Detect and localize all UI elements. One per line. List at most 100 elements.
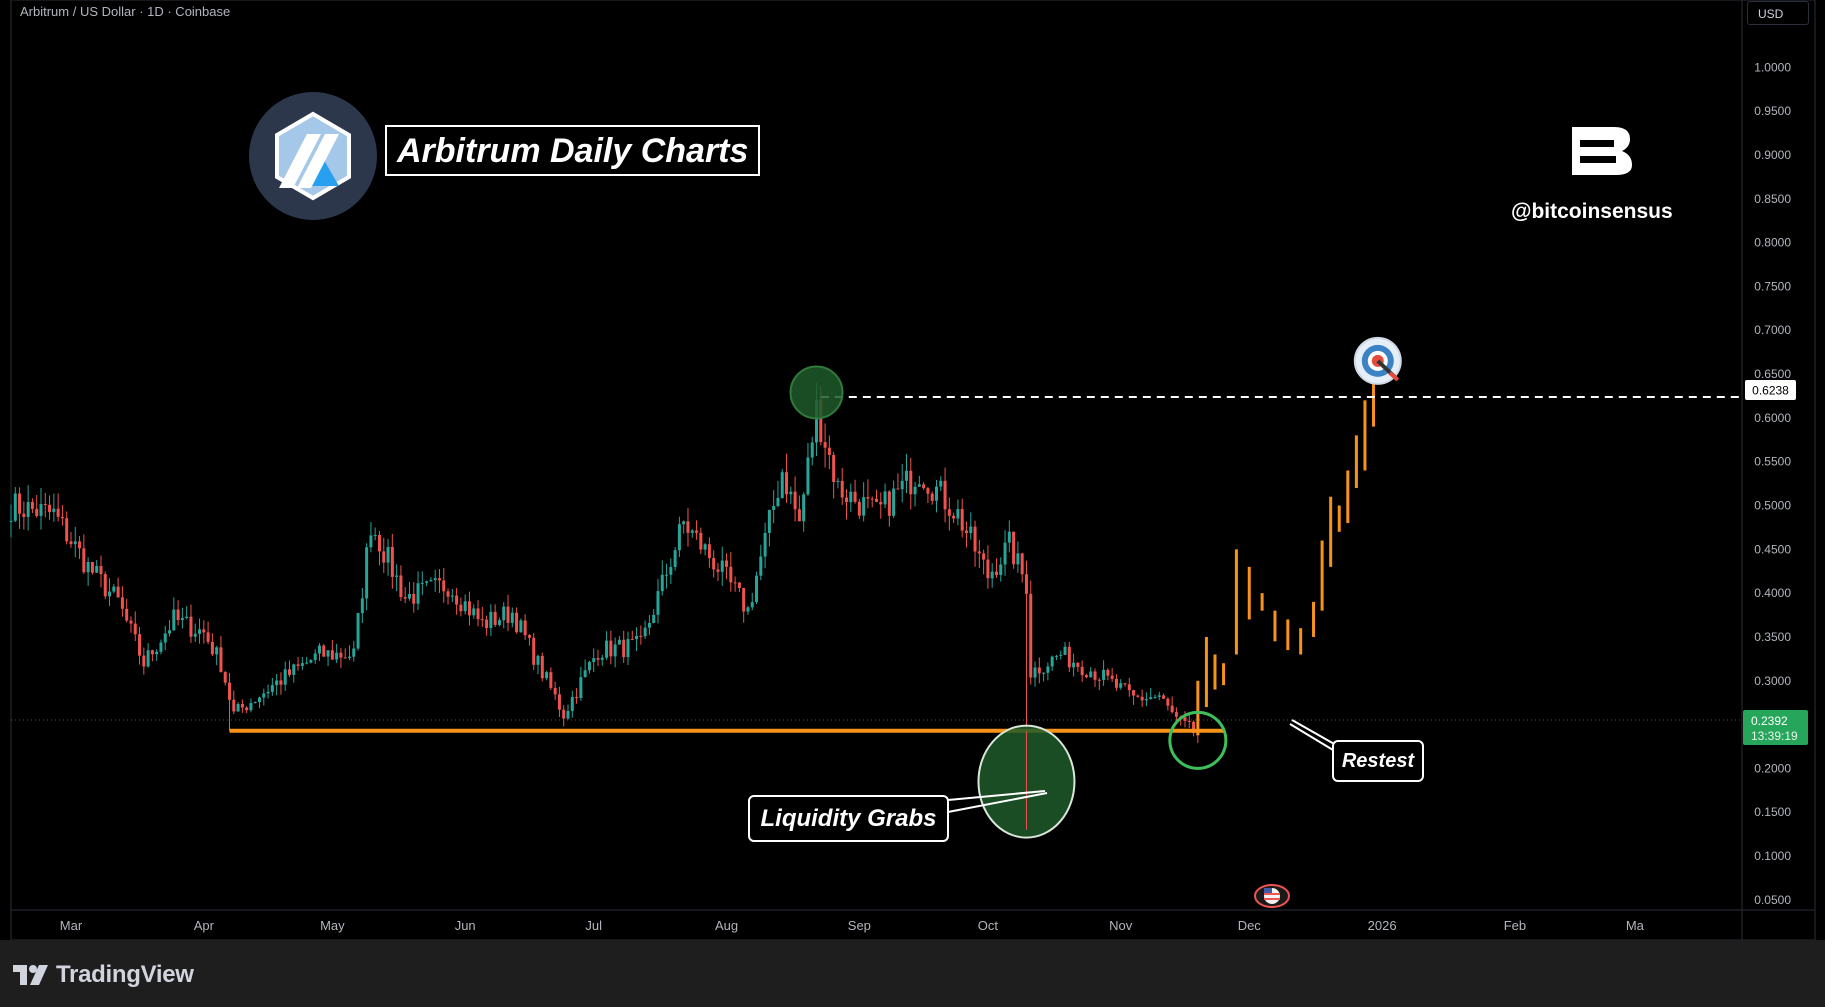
candle-body [1007,531,1011,543]
candle-body [690,530,694,533]
candle-body [1106,669,1110,676]
currency-button[interactable]: USD [1747,1,1809,25]
candle-body [129,620,133,624]
candle-body [172,609,176,631]
candle-body [553,687,557,695]
candle-body [1166,698,1170,706]
tradingview-brand[interactable]: TradingView [13,955,194,995]
candle-body [159,642,163,652]
price-tick-label: 0.9500 [1754,104,1791,118]
candle-body [262,693,266,698]
candle-body [69,541,73,545]
candle-body [1183,717,1187,721]
candle-body [999,564,1003,576]
candle-body [789,491,793,495]
candle-body [1192,721,1196,734]
candle-body [515,612,519,633]
candle-body [1037,667,1041,674]
candle-body [729,566,733,583]
projection-bar [1372,382,1376,427]
svg-text:0.6238: 0.6238 [1752,384,1789,398]
candle-body [960,509,964,531]
candle-body [155,651,159,655]
candle-body [575,696,579,699]
candle-body [665,574,669,576]
candle-body [746,607,750,612]
candle-body [150,650,154,655]
candle-body [437,578,441,581]
projection-bar [1196,680,1200,736]
time-tick-label: Sep [848,918,871,933]
candle-body [1097,679,1101,681]
candle-body [973,526,977,552]
candle-body [73,541,77,545]
highlight-circles [789,365,1228,839]
time-tick-label: Feb [1504,918,1526,933]
candle-body [369,535,373,548]
candle-body [532,637,536,665]
candle-body [472,608,476,616]
candle-body [917,484,921,487]
price-tick-label: 0.4000 [1754,586,1791,600]
candle-body [163,633,167,643]
candle-body [930,493,934,501]
candle-body [1003,542,1007,565]
candle-body [943,480,947,510]
liquidity-grabs-callout: Liquidity Grabs [748,795,949,842]
projection-bar [1320,540,1324,611]
candle-body [352,648,356,657]
svg-text:0.2392: 0.2392 [1751,714,1788,728]
time-tick-label: Ma [1626,918,1645,933]
chart-symbol-title[interactable]: Arbitrum / US Dollar · 1D · Coinbase [20,4,231,19]
candle-body [703,544,707,550]
candle-body [1016,553,1020,565]
candle-body [240,704,244,708]
time-tick-label: Aug [715,918,738,933]
candle-body [330,650,334,660]
candle-body [493,611,497,625]
candle-body [403,597,407,599]
candle-body [827,447,831,455]
candle-body [875,498,878,502]
candle-body [108,591,112,597]
candle-body [1072,662,1076,668]
projection-bar [1286,619,1290,651]
candle-body [399,575,403,598]
candle-body [48,504,52,513]
candle-body [18,493,22,514]
candle-body [952,515,956,519]
projection-bar [1363,400,1367,471]
candle-body [1076,662,1080,667]
candle-body [1174,712,1178,717]
candle-body [13,493,17,521]
candle-body [986,559,990,579]
candle-body [510,612,514,623]
candle-body [103,574,107,597]
time-axis[interactable]: Mar Apr May Jun Jul Aug Sep Oct Nov Dec 2026 Feb Ma [60,918,1645,933]
us-flag-event-icon[interactable] [1254,884,1290,908]
candle-body [922,484,926,489]
candle-body [502,606,506,621]
candle-body [562,709,566,719]
projection-bar [1354,435,1358,488]
candle-body [1136,695,1140,697]
candle-body [253,702,257,704]
candle-body [819,399,823,443]
candle-body [317,645,321,654]
candle-body [86,561,90,573]
candle-body [1012,531,1016,565]
price-tick-label: 0.3500 [1754,630,1791,644]
candle-body [887,491,891,516]
candle-body [1042,672,1046,674]
author-handle: @bitcoinsensus [1511,200,1673,223]
candle-body [138,634,142,656]
candle-body [635,635,639,640]
candle-body [390,546,394,577]
candle-body [22,513,26,517]
candle-body [506,606,510,623]
candle-body [425,581,429,583]
candle-body [476,608,480,620]
candle-body [982,553,986,560]
restest-connector-upper [1291,719,1337,746]
